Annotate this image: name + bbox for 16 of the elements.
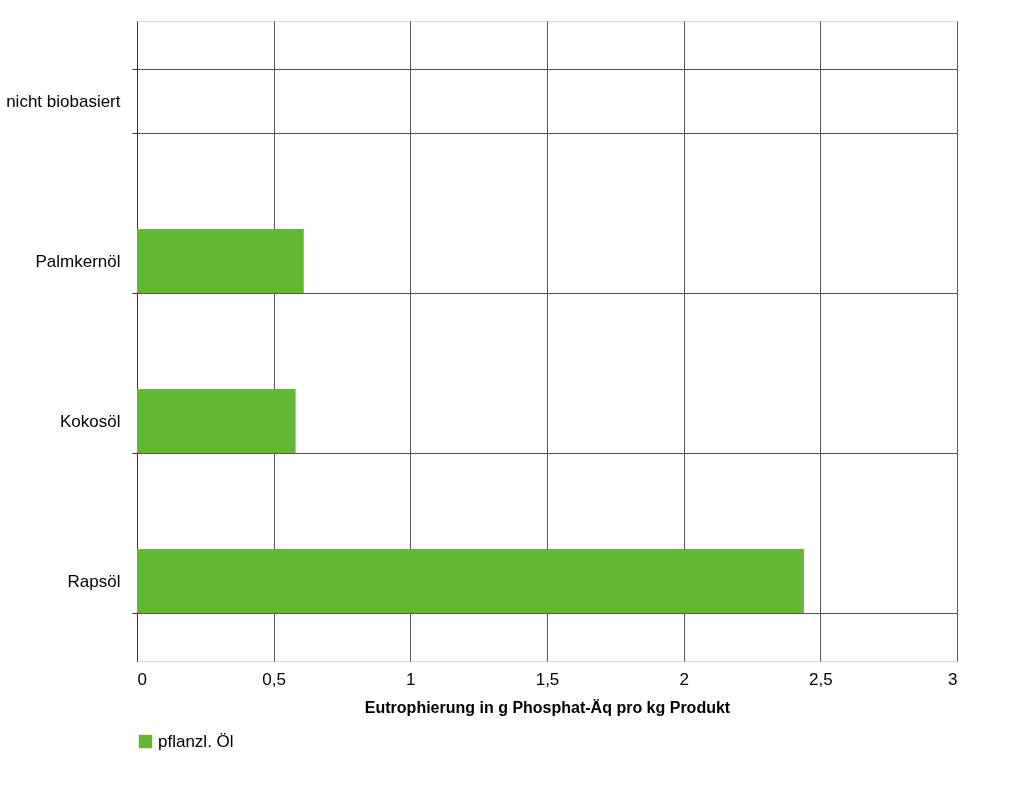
x-tick-label: 1,5	[535, 669, 560, 689]
x-tick-label: 0,5	[262, 669, 286, 689]
x-tick-label: 0	[137, 669, 147, 689]
x-tick-label: 2	[679, 669, 689, 689]
y-tick-label: Kokosöl	[60, 411, 121, 431]
bar	[137, 389, 296, 453]
x-tick-label: 3	[948, 669, 958, 689]
bar	[137, 549, 804, 613]
y-tick-label: Palmkernöl	[35, 251, 121, 271]
x-tick-label: 2,5	[809, 669, 833, 689]
legend-label: pflanzl. Öl	[158, 731, 234, 751]
y-tick-label: Rapsöl	[67, 571, 121, 591]
y-tick-label: nicht biobasiert	[6, 91, 121, 111]
x-axis-title: Eutrophierung in g Phosphat-Äq pro kg Produkt	[364, 698, 731, 716]
x-tick-label: 1	[406, 669, 416, 689]
bar	[137, 229, 304, 293]
